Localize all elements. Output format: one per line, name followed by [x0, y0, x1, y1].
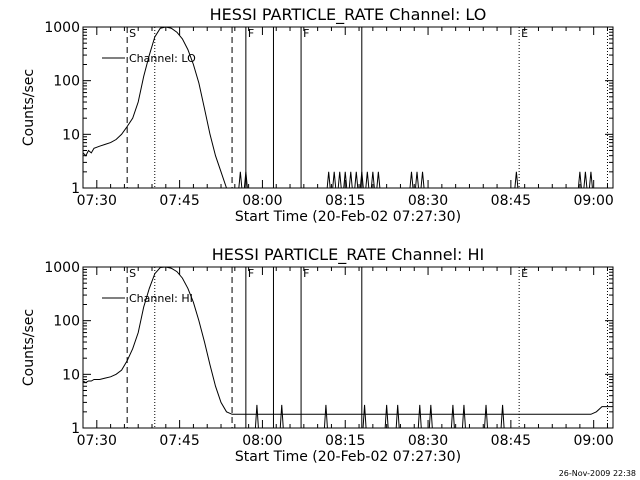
count-spike	[588, 171, 593, 189]
count-spike	[395, 404, 400, 429]
x-tick-label: 08:30	[408, 433, 448, 449]
x-tick-label: 08:15	[325, 193, 365, 209]
marker-label: E	[521, 267, 528, 280]
y-tick-label: 100	[53, 314, 80, 330]
count-spike	[254, 404, 259, 429]
x-tick-label: 07:45	[159, 433, 199, 449]
count-spike	[370, 171, 375, 189]
x-tick-label: 08:00	[242, 433, 282, 449]
count-spike	[514, 171, 519, 189]
series-line	[82, 26, 249, 189]
x-axis-label: Start Time (20-Feb-02 07:27:30)	[235, 449, 461, 465]
count-spike	[332, 171, 337, 189]
count-spike	[362, 404, 367, 429]
count-spike	[409, 171, 414, 189]
legend: Channel: LO	[102, 52, 196, 65]
x-axis-label: Start Time (20-Feb-02 07:27:30)	[235, 209, 461, 225]
count-spike	[415, 171, 420, 189]
x-tick-label: 09:00	[573, 433, 613, 449]
series-line	[82, 266, 613, 415]
x-tick-label: 07:45	[159, 193, 199, 209]
count-spike	[461, 404, 466, 429]
chart-title: HESSI PARTICLE_RATE Channel: HI	[212, 245, 485, 265]
y-axis-label: Counts/sec	[21, 309, 37, 386]
count-spike	[323, 404, 328, 429]
chart-panel-1: HESSI PARTICLE_RATE Channel: LO 07:30 07:4…	[21, 5, 614, 225]
count-spike	[450, 404, 455, 429]
count-spike	[348, 171, 353, 189]
legend: Channel: HI	[102, 292, 193, 305]
count-spike	[337, 171, 342, 189]
legend-label: Channel: LO	[129, 52, 196, 65]
y-tick-label: 10	[62, 127, 80, 143]
x-tick-label: 07:30	[77, 433, 117, 449]
x-tick-label: 08:30	[408, 193, 448, 209]
marker-label: F	[303, 27, 309, 40]
x-tick-label: 09:00	[573, 193, 613, 209]
x-tick-label: 08:15	[325, 433, 365, 449]
count-spike	[583, 171, 588, 189]
count-spike	[577, 171, 582, 189]
count-spike	[376, 171, 381, 189]
count-spike	[484, 404, 489, 429]
y-tick-label: 1	[71, 181, 80, 197]
plot-frame	[82, 266, 614, 429]
count-spike	[420, 171, 425, 189]
count-spike	[428, 404, 433, 429]
chart-panel-2: HESSI PARTICLE_RATE Channel: HI 07:30 07:4…	[21, 245, 614, 465]
y-tick-label: 100	[53, 74, 80, 90]
count-spike	[243, 171, 248, 189]
count-spike	[326, 171, 331, 189]
y-tick-label: 1000	[44, 260, 80, 276]
plot-frame	[82, 26, 614, 189]
marker-label: F	[303, 267, 309, 280]
y-axis-label: Counts/sec	[21, 69, 37, 146]
y-tick-label: 10	[62, 367, 80, 383]
legend-label: Channel: HI	[129, 292, 193, 305]
marker-label: F	[248, 27, 254, 40]
footer-timestamp: 26-Nov-2009 22:38	[559, 469, 636, 478]
count-spike	[365, 171, 370, 189]
x-tick-label: 07:30	[77, 193, 117, 209]
chart-title: HESSI PARTICLE_RATE Channel: LO	[210, 5, 487, 25]
marker-label: E	[521, 27, 528, 40]
count-spike	[343, 171, 348, 189]
count-spike	[384, 404, 389, 429]
x-tick-label: 08:45	[491, 433, 531, 449]
x-tick-label: 08:45	[491, 193, 531, 209]
count-spike	[279, 404, 284, 429]
marker-label: S	[129, 27, 136, 40]
x-tick-label: 08:00	[242, 193, 282, 209]
y-tick-label: 1	[71, 421, 80, 437]
count-spike	[417, 404, 422, 429]
count-spike	[500, 404, 505, 429]
y-tick-label: 1000	[44, 20, 80, 36]
marker-label: F	[248, 267, 254, 280]
count-spike	[238, 171, 243, 189]
marker-label: S	[129, 267, 136, 280]
count-spike	[354, 171, 359, 189]
count-spike	[359, 171, 364, 189]
